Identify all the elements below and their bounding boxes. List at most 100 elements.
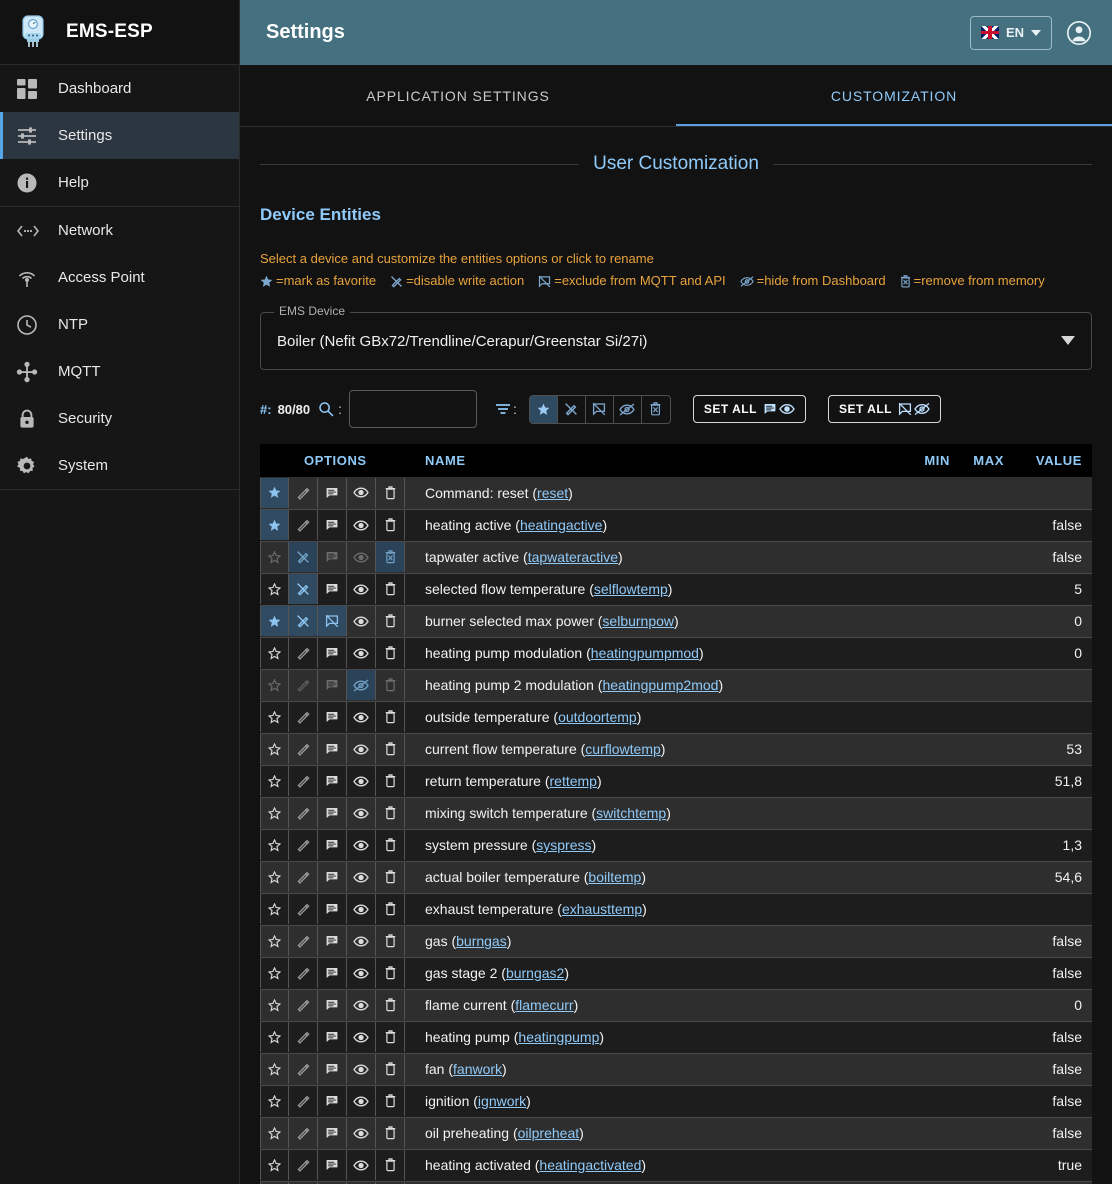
table-row[interactable]: Command: reset (reset) bbox=[260, 477, 1092, 509]
favorite-toggle[interactable] bbox=[260, 734, 289, 764]
entity-key-link[interactable]: heatingpumpmod bbox=[590, 645, 699, 661]
entity-name[interactable]: system pressure (syspress) bbox=[415, 828, 904, 861]
mqtt-toggle[interactable] bbox=[318, 862, 347, 892]
favorite-toggle[interactable] bbox=[260, 670, 289, 700]
entity-name[interactable]: selected flow temperature (selflowtemp) bbox=[415, 572, 904, 605]
entity-name[interactable]: flame current (flamecurr) bbox=[415, 988, 904, 1021]
write-toggle[interactable] bbox=[289, 1118, 318, 1148]
table-row[interactable]: heating pump (heatingpump) false bbox=[260, 1020, 1092, 1053]
entity-key-link[interactable]: tapwateractive bbox=[527, 549, 618, 565]
write-toggle[interactable] bbox=[289, 574, 318, 604]
entity-name[interactable]: heating pump 2 modulation (heatingpump2m… bbox=[415, 668, 904, 701]
entity-name[interactable]: actual boiler temperature (boiltemp) bbox=[415, 860, 904, 893]
remove-toggle[interactable] bbox=[376, 1054, 405, 1084]
entity-name[interactable]: gas (burngas) bbox=[415, 924, 904, 957]
sidebar-item-mqtt[interactable]: MQTT bbox=[0, 348, 239, 395]
remove-toggle[interactable] bbox=[376, 477, 405, 508]
entity-key-link[interactable]: syspress bbox=[536, 837, 592, 853]
write-toggle[interactable] bbox=[289, 926, 318, 956]
entity-name[interactable]: heating activated (heatingactivated) bbox=[415, 1148, 904, 1181]
favorite-toggle[interactable] bbox=[260, 830, 289, 860]
search-input[interactable] bbox=[349, 390, 477, 428]
mqtt-toggle[interactable] bbox=[318, 1182, 347, 1184]
remove-toggle[interactable] bbox=[376, 1118, 405, 1148]
remove-toggle[interactable] bbox=[376, 510, 405, 540]
dashboard-toggle[interactable] bbox=[347, 830, 376, 860]
entity-key-link[interactable]: burngas bbox=[456, 933, 507, 949]
entity-name[interactable]: outside temperature (outdoortemp) bbox=[415, 700, 904, 733]
mqtt-toggle[interactable] bbox=[318, 1022, 347, 1052]
entity-key-link[interactable]: selburnpow bbox=[602, 613, 675, 629]
entity-key-link[interactable]: heatingpump bbox=[518, 1029, 600, 1045]
write-toggle[interactable] bbox=[289, 766, 318, 796]
entity-key-link[interactable]: flamecurr bbox=[515, 997, 574, 1013]
entity-name[interactable]: tapwater active (tapwateractive) bbox=[415, 540, 904, 573]
favorite-toggle[interactable] bbox=[260, 894, 289, 924]
sidebar-item-security[interactable]: Security bbox=[0, 395, 239, 442]
dashboard-toggle[interactable] bbox=[347, 510, 376, 540]
table-row[interactable]: heating pump modulation (heatingpumpmod)… bbox=[260, 636, 1092, 669]
favorite-toggle[interactable] bbox=[260, 1022, 289, 1052]
table-row[interactable]: burner selected max power (selburnpow) 0 bbox=[260, 604, 1092, 637]
mqtt-toggle[interactable] bbox=[318, 1054, 347, 1084]
remove-toggle[interactable] bbox=[376, 1150, 405, 1180]
write-toggle[interactable] bbox=[289, 862, 318, 892]
entity-name[interactable]: return temperature (rettemp) bbox=[415, 764, 904, 797]
entity-key-link[interactable]: outdoortemp bbox=[558, 709, 637, 725]
remove-toggle[interactable] bbox=[376, 1022, 405, 1052]
mqtt-toggle[interactable] bbox=[318, 574, 347, 604]
favorite-toggle[interactable] bbox=[260, 510, 289, 540]
table-row[interactable]: outside temperature (outdoortemp) bbox=[260, 700, 1092, 733]
mqtt-toggle[interactable] bbox=[318, 958, 347, 988]
filter-comment-off-button[interactable] bbox=[586, 395, 614, 423]
entity-key-link[interactable]: switchtemp bbox=[596, 805, 667, 821]
dashboard-toggle[interactable] bbox=[347, 670, 376, 700]
table-row[interactable]: tapwater active (tapwateractive) false bbox=[260, 540, 1092, 573]
favorite-toggle[interactable] bbox=[260, 990, 289, 1020]
mqtt-toggle[interactable] bbox=[318, 830, 347, 860]
favorite-toggle[interactable] bbox=[260, 702, 289, 732]
entity-key-link[interactable]: rettemp bbox=[549, 773, 597, 789]
entity-key-link[interactable]: heatingactivated bbox=[539, 1157, 642, 1173]
favorite-toggle[interactable] bbox=[260, 766, 289, 796]
favorite-toggle[interactable] bbox=[260, 574, 289, 604]
favorite-toggle[interactable] bbox=[260, 638, 289, 668]
write-toggle[interactable] bbox=[289, 894, 318, 924]
entity-key-link[interactable]: heatingactive bbox=[519, 517, 603, 533]
favorite-toggle[interactable] bbox=[260, 477, 289, 508]
entity-key-link[interactable]: exhausttemp bbox=[561, 901, 643, 917]
write-toggle[interactable] bbox=[289, 542, 318, 572]
remove-toggle[interactable] bbox=[376, 766, 405, 796]
table-row[interactable]: heating active (heatingactive) false bbox=[260, 508, 1092, 541]
favorite-toggle[interactable] bbox=[260, 1182, 289, 1184]
mqtt-toggle[interactable] bbox=[318, 734, 347, 764]
table-row[interactable]: exhaust temperature (exhausttemp) bbox=[260, 892, 1092, 925]
entity-name[interactable]: Command: reset (reset) bbox=[425, 484, 573, 501]
favorite-toggle[interactable] bbox=[260, 1054, 289, 1084]
favorite-toggle[interactable] bbox=[260, 542, 289, 572]
dashboard-toggle[interactable] bbox=[347, 638, 376, 668]
sidebar-item-help[interactable]: Help bbox=[0, 159, 239, 206]
favorite-toggle[interactable] bbox=[260, 798, 289, 828]
remove-toggle[interactable] bbox=[376, 894, 405, 924]
entity-name[interactable]: current flow temperature (curflowtemp) bbox=[415, 732, 904, 765]
table-row[interactable]: heating pump 2 modulation (heatingpump2m… bbox=[260, 668, 1092, 701]
remove-toggle[interactable] bbox=[376, 926, 405, 956]
table-row[interactable]: oil preheating (oilpreheat) false bbox=[260, 1116, 1092, 1149]
table-row[interactable]: gas (burngas) false bbox=[260, 924, 1092, 957]
dashboard-toggle[interactable] bbox=[347, 702, 376, 732]
dashboard-toggle[interactable] bbox=[347, 1118, 376, 1148]
entity-name[interactable]: heating active (heatingactive) bbox=[415, 508, 904, 541]
dashboard-toggle[interactable] bbox=[347, 542, 376, 572]
entity-name[interactable]: exhaust temperature (exhausttemp) bbox=[415, 892, 904, 925]
remove-toggle[interactable] bbox=[376, 638, 405, 668]
mqtt-toggle[interactable] bbox=[318, 990, 347, 1020]
mqtt-toggle[interactable] bbox=[318, 542, 347, 572]
sidebar-item-system[interactable]: System bbox=[0, 442, 239, 489]
favorite-toggle[interactable] bbox=[260, 958, 289, 988]
dashboard-toggle[interactable] bbox=[347, 1182, 376, 1184]
set-all-show-button[interactable]: SET ALL bbox=[692, 395, 806, 423]
filter-eye-off-button[interactable] bbox=[614, 395, 642, 423]
favorite-toggle[interactable] bbox=[260, 926, 289, 956]
dashboard-toggle[interactable] bbox=[347, 958, 376, 988]
